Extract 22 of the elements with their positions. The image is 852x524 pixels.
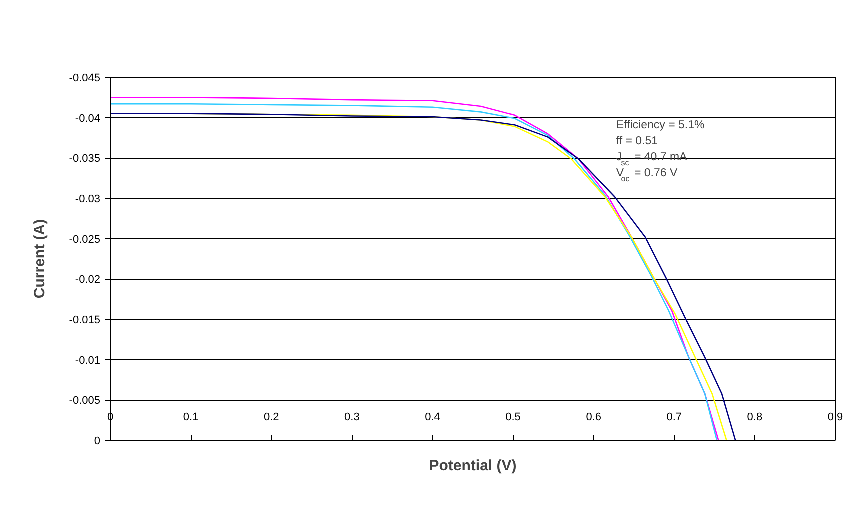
y-tick-label: -0.005 bbox=[69, 395, 101, 408]
annotation: ff = 0.51 bbox=[616, 136, 658, 148]
x-tick-label: 0.4 bbox=[425, 412, 440, 424]
annotation: Efficiency = 5.1% bbox=[616, 120, 705, 132]
y-tick-label: -0.03 bbox=[75, 194, 101, 206]
y-axis-title: Current (A) bbox=[31, 219, 48, 299]
y-tick-label: -0.035 bbox=[69, 153, 101, 166]
y-tick-label: -0.04 bbox=[75, 112, 101, 125]
x-tick-label: 0.7 bbox=[666, 412, 682, 424]
x-axis-title: Potential (V) bbox=[429, 458, 517, 474]
y-tick-label: -0.045 bbox=[69, 72, 101, 84]
y-tick-label: -0.02 bbox=[75, 274, 101, 286]
x-tick-label: 0.1 bbox=[183, 412, 199, 424]
y-tick-label: -0.015 bbox=[69, 314, 101, 326]
x-tick-label: 0.2 bbox=[264, 412, 280, 424]
y-tick-label: -0.01 bbox=[75, 354, 101, 367]
x-tick-label: 0.3 bbox=[344, 412, 360, 424]
x-tick-label: 0.5 bbox=[506, 412, 521, 424]
x-tick-label: 0.6 bbox=[586, 412, 602, 424]
y-tick-label: 0 bbox=[94, 436, 101, 448]
y-tick-label: -0.025 bbox=[69, 234, 101, 246]
x-tick-label: 0.8 bbox=[747, 412, 763, 424]
